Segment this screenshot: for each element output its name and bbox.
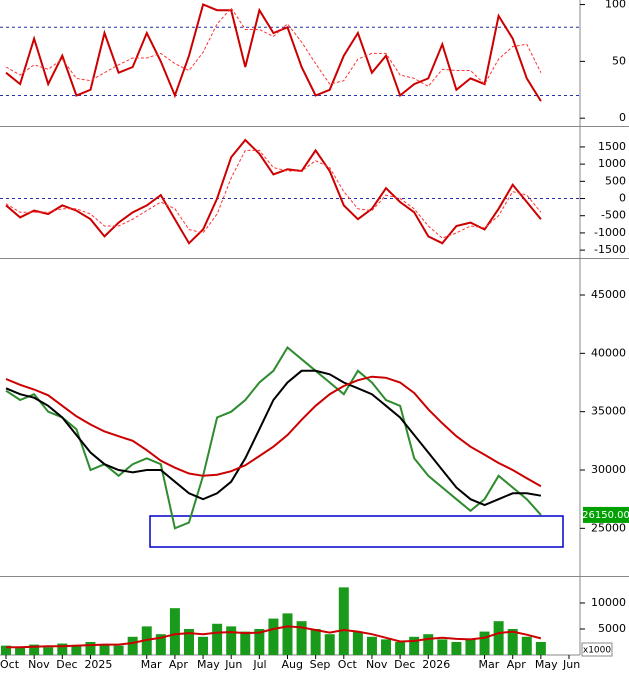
volume-bar bbox=[310, 628, 321, 655]
volume-bar bbox=[338, 587, 349, 655]
volume-bar bbox=[43, 647, 54, 655]
y-tick-label: 40000 bbox=[591, 346, 626, 359]
y-tick-label: 0 bbox=[619, 111, 626, 124]
x-tick-label: Jun bbox=[562, 658, 580, 671]
x-tick-label: Dec bbox=[394, 658, 415, 671]
series-line bbox=[5, 138, 542, 245]
x-tick-label: 2026 bbox=[422, 658, 450, 671]
x-tick-label: Sep bbox=[310, 658, 331, 671]
y-tick-label: 45000 bbox=[591, 288, 626, 301]
x-tick-label: Apr bbox=[507, 658, 527, 671]
volume-bar bbox=[99, 644, 110, 655]
y-tick-label: 100 bbox=[605, 0, 626, 11]
volume-bar bbox=[451, 641, 462, 655]
volume-bar bbox=[395, 641, 406, 655]
y-tick-label: 5000 bbox=[598, 622, 626, 635]
x-tick-label: May bbox=[535, 658, 558, 671]
y-tick-label: 25000 bbox=[591, 521, 626, 534]
y-tick-label: -1500 bbox=[594, 243, 626, 256]
volume-bar bbox=[352, 631, 363, 655]
x-tick-label: Nov bbox=[28, 658, 50, 671]
series-line bbox=[5, 375, 542, 488]
volume-bar bbox=[169, 608, 180, 655]
last-value-box bbox=[583, 506, 629, 523]
x-tick-label: Jul bbox=[252, 658, 266, 671]
unit-label: x1000 bbox=[583, 646, 612, 656]
volume-bar bbox=[198, 636, 209, 655]
volume-bar bbox=[113, 645, 124, 655]
volume-bar bbox=[268, 618, 279, 655]
y-tick-label: 500 bbox=[605, 174, 626, 187]
volume-bar bbox=[465, 639, 476, 655]
y-tick-label: 10000 bbox=[591, 596, 626, 609]
x-tick-label: Apr bbox=[169, 658, 189, 671]
volume-bar bbox=[324, 634, 335, 655]
x-tick-label: Aug bbox=[282, 658, 303, 671]
volume-bar bbox=[57, 643, 68, 655]
y-tick-label: 0 bbox=[619, 192, 626, 205]
y-tick-label: 1500 bbox=[598, 140, 626, 153]
volume-bar bbox=[1, 645, 11, 655]
series-line bbox=[5, 345, 542, 530]
x-tick-label: Dec bbox=[56, 658, 77, 671]
volume-bar bbox=[493, 621, 504, 655]
volume-bar bbox=[535, 641, 546, 655]
x-tick-label: Mar bbox=[141, 658, 162, 671]
y-tick-label: 50 bbox=[612, 54, 626, 67]
volume-bar bbox=[155, 634, 166, 655]
unit-box bbox=[581, 642, 613, 657]
y-tick-label: 30000 bbox=[591, 463, 626, 476]
volume-bar bbox=[479, 631, 490, 655]
x-tick-label: Nov bbox=[366, 658, 388, 671]
volume-bar bbox=[71, 645, 82, 655]
volume-bar bbox=[507, 628, 518, 655]
x-tick-label: Jun bbox=[224, 658, 242, 671]
volume-bar bbox=[15, 647, 26, 655]
volume-bar bbox=[437, 639, 448, 655]
series-line bbox=[5, 3, 542, 102]
y-tick-label: 35000 bbox=[591, 405, 626, 418]
x-tick-label: Oct bbox=[338, 658, 358, 671]
x-tick-label: 2025 bbox=[84, 658, 112, 671]
last-value-label: 26150.00 bbox=[582, 510, 629, 521]
y-tick-label: -500 bbox=[601, 209, 626, 222]
volume-bar bbox=[296, 621, 307, 655]
x-tick-label: Mar bbox=[479, 658, 500, 671]
volume-bar bbox=[381, 639, 392, 655]
volume-bar bbox=[521, 636, 532, 655]
volume-bar bbox=[409, 636, 420, 655]
series-line bbox=[5, 7, 542, 88]
volume-bar bbox=[423, 634, 434, 655]
y-tick-label: -1000 bbox=[594, 226, 626, 239]
y-tick-label: 1000 bbox=[598, 157, 626, 170]
series-line bbox=[6, 625, 542, 649]
volume-bar bbox=[254, 628, 265, 655]
volume-bar bbox=[212, 623, 223, 655]
series-line bbox=[5, 369, 542, 507]
volume-bar bbox=[183, 628, 194, 655]
volume-bar bbox=[85, 641, 96, 655]
x-tick-label: May bbox=[197, 658, 220, 671]
volume-bar bbox=[366, 636, 377, 655]
volume-bar bbox=[240, 631, 251, 655]
volume-bar bbox=[127, 636, 138, 655]
volume-bar bbox=[29, 644, 40, 655]
x-tick-label: Oct bbox=[0, 658, 20, 671]
highlight-box bbox=[149, 515, 564, 548]
volume-bar bbox=[282, 613, 293, 655]
volume-bar bbox=[226, 626, 237, 655]
